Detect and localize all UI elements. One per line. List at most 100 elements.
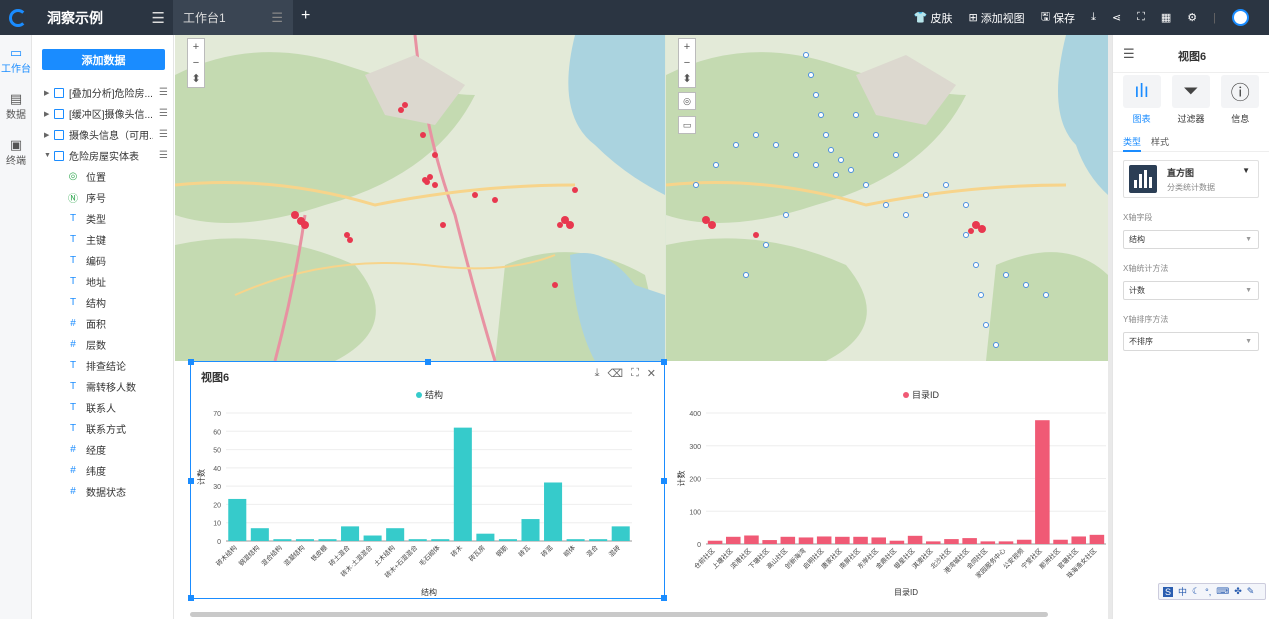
field-item[interactable]: T 排查结论 (44, 355, 172, 376)
y-tick-label: 400 (689, 411, 701, 418)
expand-arrow-icon[interactable]: ▶ (44, 131, 50, 139)
field-label: 联系方式 (86, 425, 126, 436)
field-item[interactable]: Ⓝ 序号 (44, 187, 172, 208)
field-item[interactable]: # 数据状态 (44, 481, 172, 502)
field-label: 编码 (86, 257, 106, 268)
grid-icon[interactable]: ▦ (1160, 12, 1172, 24)
field-item[interactable]: T 联系方式 (44, 418, 172, 439)
x-field-select[interactable]: 结构 ▼ (1123, 230, 1259, 249)
y-tick-label: 30 (213, 484, 221, 491)
tab-workbench[interactable]: 工作台1 ☰ (173, 0, 293, 35)
y-tick-label: 40 (213, 466, 221, 473)
zoom-in-icon[interactable]: + (192, 41, 200, 53)
field-item[interactable]: # 面积 (44, 313, 172, 334)
settings-icon[interactable]: ⚙ (1187, 12, 1198, 24)
tab-info[interactable]: ⓘ 信息 (1218, 75, 1262, 125)
punct-icon[interactable]: °, (1205, 586, 1212, 597)
x-tick-label: 钢筋 (494, 543, 510, 559)
item-menu-icon[interactable]: ☰ (159, 108, 168, 119)
rail-item-workbench[interactable]: ▭ 工作台 (0, 37, 32, 83)
dataset-item[interactable]: ▶ [缓冲区]摄像头信... ☰ (44, 103, 172, 124)
dataset-label: [叠加分析]危险房... (69, 89, 153, 100)
dataset-item-expanded[interactable]: ▼ 危险房屋实体表 ☰ (44, 145, 172, 166)
map-left[interactable]: + − ⬍ (174, 34, 665, 362)
save-button[interactable]: 🖫 保存 (1041, 8, 1075, 27)
map-right[interactable]: + − ⬍ ◎ ▭ (665, 35, 1108, 361)
rail-label: 工作台 (1, 63, 31, 75)
field-item[interactable]: T 需转移人数 (44, 376, 172, 397)
dataset-item[interactable]: ▶ 摄像头信息（可用... ☰ (44, 124, 172, 145)
item-menu-icon[interactable]: ☰ (159, 150, 168, 161)
hamburger-menu-icon[interactable]: ☰ (151, 10, 165, 27)
panel-splitter[interactable] (1108, 35, 1112, 619)
chart-type-select[interactable]: 直方图 分类统计数据 ▼ (1123, 160, 1259, 198)
expand-arrow-icon[interactable]: ▶ (44, 89, 50, 97)
expand-arrow-icon[interactable]: ▶ (44, 110, 50, 118)
field-item[interactable]: # 纬度 (44, 460, 172, 481)
zoom-in-icon[interactable]: + (683, 41, 691, 53)
workbench-icon: ▭ (9, 44, 23, 60)
download-icon[interactable]: ⤓ (1091, 11, 1096, 23)
ime-mode[interactable]: 中 (1178, 587, 1188, 597)
keyboard-icon[interactable]: ⌨ (1216, 586, 1230, 596)
expand-icon[interactable]: ⛶ (631, 367, 639, 379)
bar (889, 540, 905, 544)
menu-icon[interactable]: ☰ (1123, 46, 1135, 61)
zoom-out-icon[interactable]: − (192, 57, 200, 69)
rail-item-data[interactable]: ▤ 数据 (0, 83, 32, 129)
field-item[interactable]: # 层数 (44, 334, 172, 355)
field-item[interactable]: # 经度 (44, 439, 172, 460)
field-item[interactable]: T 地址 (44, 271, 172, 292)
bar (498, 539, 517, 541)
tab-filter[interactable]: ⏷ 过滤器 (1169, 75, 1213, 125)
close-icon[interactable]: ✕ (646, 368, 656, 380)
add-view-button[interactable]: ⊞ 添加视图 (968, 10, 1024, 26)
text-icon: T (69, 381, 77, 392)
item-menu-icon[interactable]: ☰ (159, 87, 168, 98)
field-item[interactable]: T 联系人 (44, 397, 172, 418)
add-data-button[interactable]: 添加数据 (42, 49, 165, 70)
chart-view6[interactable]: 视图6 ⤓ ⌫ ⛶ ✕ 结构 0 10 20 30 40 50 60 70 砖木结构 钢混结构 混合… (190, 361, 666, 600)
dataset-item[interactable]: ▶ [叠加分析]危险房... ☰ (44, 82, 172, 103)
y-sort-select[interactable]: 不排序 ▼ (1123, 332, 1259, 351)
zoom-out-icon[interactable]: − (683, 57, 691, 69)
ime-toolbar[interactable]: S 中 ☾ °, ⌨ ✤ ✎ (1158, 583, 1266, 600)
x-tick-label: 砖木结构 (214, 543, 239, 568)
locate-icon[interactable]: ◎ (678, 92, 696, 110)
rail-item-terminal[interactable]: ▣ 终端 (0, 129, 32, 175)
field-item[interactable]: ◎ 位置 (44, 166, 172, 187)
field-item[interactable]: T 结构 (44, 292, 172, 313)
field-item[interactable]: T 主键 (44, 229, 172, 250)
chart-view-catalog[interactable]: 目录ID 0 100 200 300 400 仓前社区 上塘社区 滨港社区 下塘社区 高山社区 创新… (666, 361, 1108, 600)
item-menu-icon[interactable]: ☰ (159, 129, 168, 140)
measure-icon[interactable]: ▭ (678, 116, 696, 134)
compass-icon[interactable]: ⬍ (682, 73, 692, 85)
moon-icon[interactable]: ☾ (1192, 586, 1201, 596)
x-field-label: X轴字段 (1123, 213, 1153, 222)
eraser-icon[interactable]: ⌫ (607, 368, 624, 380)
skin-icon[interactable]: ✤ (1234, 586, 1242, 596)
tools-icon[interactable]: ✎ (1246, 586, 1255, 596)
share-icon[interactable]: ⋖ (1111, 12, 1122, 24)
y-axis-label: 计数 (196, 469, 206, 485)
user-avatar-icon[interactable] (1232, 9, 1249, 26)
y-tick-label: 100 (689, 509, 701, 516)
field-item[interactable]: T 编码 (44, 250, 172, 271)
download-icon[interactable]: ⤓ (594, 367, 600, 379)
subtab-type[interactable]: 类型 (1123, 135, 1142, 152)
field-item[interactable]: T 类型 (44, 208, 172, 229)
dataset-label: 摄像头信息（可用... (69, 131, 153, 142)
tab-chart[interactable]: ılı 图表 (1120, 75, 1164, 125)
x-method-select[interactable]: 计数 ▼ (1123, 281, 1259, 300)
add-tab-icon[interactable]: + (301, 7, 311, 24)
field-list: ◎ 位置 Ⓝ 序号 T 类型 T 主键 T 编码 T 地址 T 结构 # 面积 # 层数 T 排查结论 T 需转移人数 T 联… (44, 166, 172, 502)
tab-menu-icon[interactable]: ☰ (271, 9, 283, 25)
collapse-arrow-icon[interactable]: ▼ (44, 152, 51, 159)
properties-panel: ☰ 视图6 ılı 图表 ⏷ 过滤器 ⓘ 信息 类型 样式 直方图 分类统计数据… (1112, 35, 1269, 619)
plus-square-icon: ⊞ (968, 12, 978, 24)
subtab-style[interactable]: 样式 (1151, 137, 1170, 147)
horizontal-scrollbar[interactable] (190, 612, 1048, 617)
fullscreen-icon[interactable]: ⛶ (1137, 11, 1145, 23)
compass-icon[interactable]: ⬍ (191, 73, 201, 85)
skin-button[interactable]: 👕 皮肤 (914, 10, 953, 26)
